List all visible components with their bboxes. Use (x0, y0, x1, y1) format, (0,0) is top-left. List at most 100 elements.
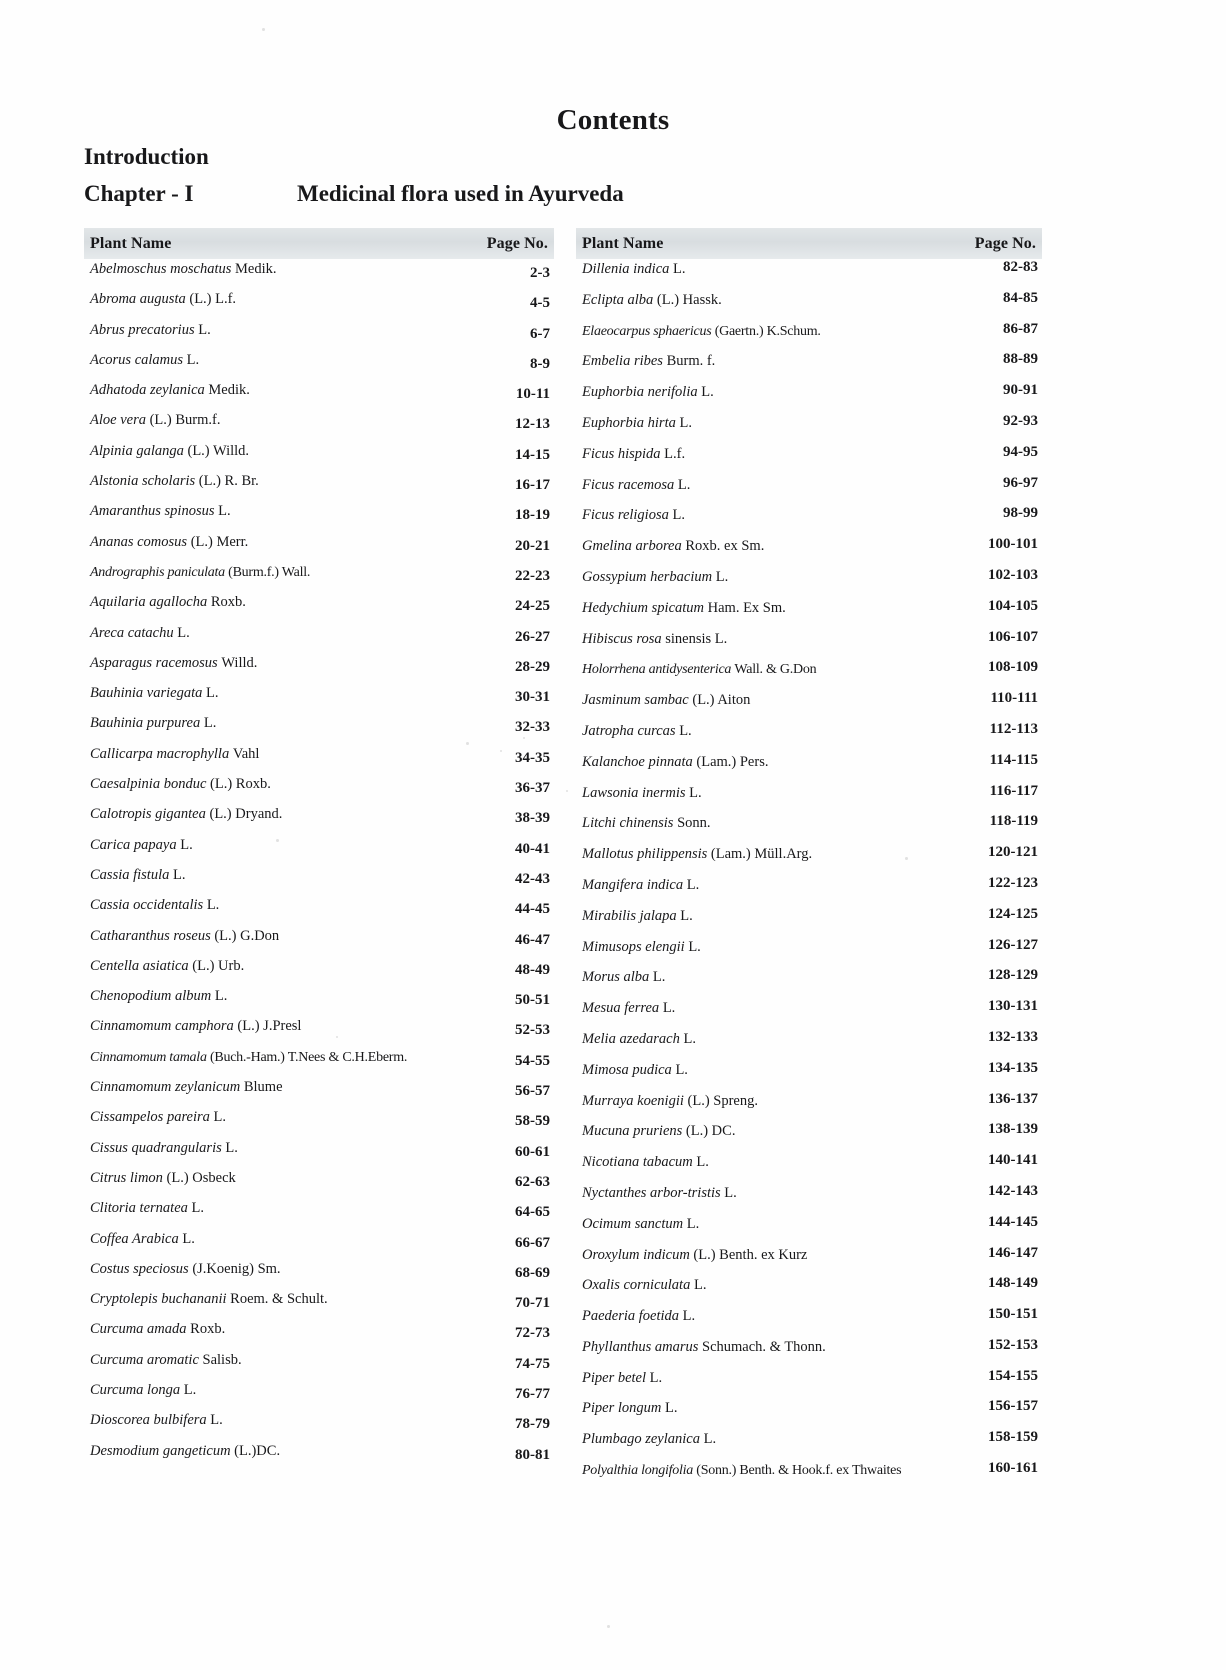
plant-name-cell: Jatropha curcas L. (582, 722, 692, 739)
plant-authority: (L.) Benth. ex Kurz (693, 1246, 808, 1263)
table-row[interactable]: Euphorbia hirta L. 92-93 (576, 413, 1042, 446)
table-row[interactable]: Jatropha curcas L. 112-113 (576, 721, 1042, 754)
table-row[interactable]: Cryptolepis buchananii Roem. & Schult. 70… (84, 1291, 554, 1321)
table-row[interactable]: Phyllanthus amarus Schumach. & Thonn. 152… (576, 1337, 1042, 1370)
table-row[interactable]: Citrus limon (L.) Osbeck 62-63 (84, 1170, 554, 1200)
table-row[interactable]: Chenopodium album L. 50-51 (84, 988, 554, 1018)
table-row[interactable]: Cinnamomum zeylanicum Blume 56-57 (84, 1079, 554, 1109)
table-row[interactable]: Costus speciosus (J.Koenig) Sm. 68-69 (84, 1261, 554, 1291)
table-row[interactable]: Dioscorea bulbifera L. 78-79 (84, 1412, 554, 1442)
table-row[interactable]: Andrographis paniculata (Burm.f.) Wall. 2… (84, 564, 554, 594)
table-row[interactable]: Alstonia scholaris (L.) R. Br. 16-17 (84, 473, 554, 503)
table-row[interactable]: Amaranthus spinosus L. 18-19 (84, 503, 554, 533)
table-row[interactable]: Abelmoschus moschatus Medik. 2-3 (84, 261, 554, 291)
table-row[interactable]: Ocimum sanctum L. 144-145 (576, 1214, 1042, 1247)
table-header-right: Plant Name Page No. (576, 228, 1042, 259)
table-row[interactable]: Aquilaria agallocha Roxb. 24-25 (84, 594, 554, 624)
table-row[interactable]: Catharanthus roseus (L.) G.Don 46-47 (84, 928, 554, 958)
table-row[interactable]: Mimusops elengii L. 126-127 (576, 937, 1042, 970)
table-row[interactable]: Piper betel L. 154-155 (576, 1368, 1042, 1401)
table-row[interactable]: Ananas comosus (L.) Merr. 20-21 (84, 534, 554, 564)
table-row[interactable]: Gmelina arborea Roxb. ex Sm. 100-101 (576, 536, 1042, 569)
table-row[interactable]: Curcuma longa L. 76-77 (84, 1382, 554, 1412)
table-row[interactable]: Mirabilis jalapa L. 124-125 (576, 906, 1042, 939)
table-row[interactable]: Oxalis corniculata L. 148-149 (576, 1275, 1042, 1308)
table-row[interactable]: Plumbago zeylanica L. 158-159 (576, 1429, 1042, 1462)
table-row[interactable]: Abroma augusta (L.) L.f. 4-5 (84, 291, 554, 321)
plant-authority: L. (679, 722, 692, 739)
table-row[interactable]: Acorus calamus L. 8-9 (84, 352, 554, 382)
table-row[interactable]: Cassia occidentalis L. 44-45 (84, 897, 554, 927)
table-row[interactable]: Cinnamomum tamala (Buch.-Ham.) T.Nees & … (84, 1049, 554, 1079)
page-number-cell: 52-53 (515, 1022, 550, 1039)
table-row[interactable]: Mimosa pudica L. 134-135 (576, 1060, 1042, 1093)
table-row[interactable]: Bauhinia variegata L. 30-31 (84, 685, 554, 715)
table-row[interactable]: Mucuna pruriens (L.) DC. 138-139 (576, 1121, 1042, 1154)
page-number-cell: 50-51 (515, 992, 550, 1009)
table-row[interactable]: Asparagus racemosus Willd. 28-29 (84, 655, 554, 685)
table-row[interactable]: Calotropis gigantea (L.) Dryand. 38-39 (84, 806, 554, 836)
table-row[interactable]: Abrus precatorius L. 6-7 (84, 322, 554, 352)
plant-authority: (Buch.-Ham.) T.Nees & C.H.Eberm. (209, 1049, 408, 1065)
table-row[interactable]: Mallotus philippensis (Lam.) Müll.Arg. 12… (576, 844, 1042, 877)
table-row[interactable]: Hedychium spicatum Ham. Ex Sm. 104-105 (576, 598, 1042, 631)
table-row[interactable]: Mangifera indica L. 122-123 (576, 875, 1042, 908)
table-row[interactable]: Paederia foetida L. 150-151 (576, 1306, 1042, 1339)
page-number-cell: 90-91 (1003, 382, 1038, 399)
table-row[interactable]: Nicotiana tabacum L. 140-141 (576, 1152, 1042, 1185)
table-row[interactable]: Ficus racemosa L. 96-97 (576, 475, 1042, 508)
table-row[interactable]: Cissampelos pareira L. 58-59 (84, 1109, 554, 1139)
table-row[interactable]: Curcuma aromatic Salisb. 74-75 (84, 1352, 554, 1382)
table-row[interactable]: Mesua ferrea L. 130-131 (576, 998, 1042, 1031)
table-row[interactable]: Dillenia indica L. 82-83 (576, 259, 1042, 292)
table-row[interactable]: Hibiscus rosa sinensis L. 106-107 (576, 628, 1042, 662)
table-row[interactable]: Kalanchoe pinnata (Lam.) Pers. 114-115 (576, 752, 1042, 785)
table-row[interactable]: Ficus hispida L.f. 94-95 (576, 444, 1042, 477)
table-row[interactable]: Callicarpa macrophylla Vahl 34-35 (84, 746, 554, 776)
table-row[interactable]: Carica papaya L. 40-41 (84, 837, 554, 867)
table-row[interactable]: Lawsonia inermis L. 116-117 (576, 783, 1042, 816)
table-row[interactable]: Cassia fistula L. 42-43 (84, 867, 554, 897)
table-row[interactable]: Murraya koenigii (L.) Spreng. 136-137 (576, 1091, 1042, 1124)
table-row[interactable]: Elaeocarpus sphaericus (Gaertn.) K.Schum… (576, 321, 1042, 354)
table-row[interactable]: Aloe vera (L.) Burm.f. 12-13 (84, 412, 554, 442)
table-row[interactable]: Areca catachu L. 26-27 (84, 625, 554, 655)
table-row[interactable]: Desmodium gangeticum (L.)DC. 80-81 (84, 1443, 554, 1473)
plant-authority: L. (662, 1000, 676, 1017)
table-row[interactable]: Centella asiatica (L.) Urb. 48-49 (84, 958, 554, 988)
table-row[interactable]: Melia azedarach L. 132-133 (576, 1029, 1042, 1062)
table-row[interactable]: Jasminum sambac (L.) Aiton 110-111 (576, 690, 1042, 723)
table-row[interactable]: Curcuma amada Roxb. 72-73 (84, 1321, 554, 1351)
table-row[interactable]: Cinnamomum camphora (L.) J.Presl 52-53 (84, 1018, 554, 1048)
table-row[interactable]: Nyctanthes arbor-tristis L. 142-143 (576, 1183, 1042, 1216)
plant-name-cell: Mirabilis jalapa L. (582, 907, 693, 924)
page-number-cell: 106-107 (988, 628, 1038, 645)
table-row[interactable]: Litchi chinensis Sonn. 118-119 (576, 813, 1042, 846)
table-row[interactable]: Adhatoda zeylanica Medik. 10-11 (84, 382, 554, 412)
table-row[interactable]: Caesalpinia bonduc (L.) Roxb. 36-37 (84, 776, 554, 806)
table-row[interactable]: Polyalthia longifolia (Sonn.) Benth. & H… (576, 1460, 1042, 1493)
plant-authority: (L.) G.Don (214, 927, 280, 944)
page-number-cell: 18-19 (515, 507, 550, 524)
table-row[interactable]: Eclipta alba (L.) Hassk. 84-85 (576, 290, 1042, 323)
table-row[interactable]: Euphorbia nerifolia L. 90-91 (576, 382, 1042, 415)
table-row[interactable]: Cissus quadrangularis L. 60-61 (84, 1140, 554, 1170)
table-row[interactable]: Oroxylum indicum (L.) Benth. ex Kurz 146-… (576, 1245, 1042, 1278)
table-row[interactable]: Bauhinia purpurea L. 32-33 (84, 715, 554, 745)
page-number-cell: 80-81 (515, 1446, 550, 1463)
table-row[interactable]: Holorrhena antidysenterica Wall. & G.Don… (576, 659, 1042, 692)
table-row[interactable]: Embelia ribes Burm. f. 88-89 (576, 351, 1042, 384)
page-number-cell: 58-59 (515, 1113, 550, 1130)
plant-name-cell: Caesalpinia bonduc (L.) Roxb. (90, 776, 271, 793)
plant-name-cell: Eclipta alba (L.) Hassk. (582, 291, 722, 308)
column-header-plant-name: Plant Name (582, 234, 664, 252)
table-row[interactable]: Gossypium herbacium L. 102-103 (576, 567, 1042, 600)
table-row[interactable]: Alpinia galanga (L.) Willd. 14-15 (84, 443, 554, 473)
table-row[interactable]: Morus alba L. 128-129 (576, 967, 1042, 1000)
table-row[interactable]: Clitoria ternatea L. 64-65 (84, 1200, 554, 1230)
table-row[interactable]: Coffea Arabica L. 66-67 (84, 1231, 554, 1261)
table-row[interactable]: Piper longum L. 156-157 (576, 1398, 1042, 1431)
table-row[interactable]: Ficus religiosa L. 98-99 (576, 505, 1042, 538)
plant-authority: (L.) L.f. (189, 291, 237, 308)
plant-name-cell: Kalanchoe pinnata (Lam.) Pers. (582, 753, 769, 770)
